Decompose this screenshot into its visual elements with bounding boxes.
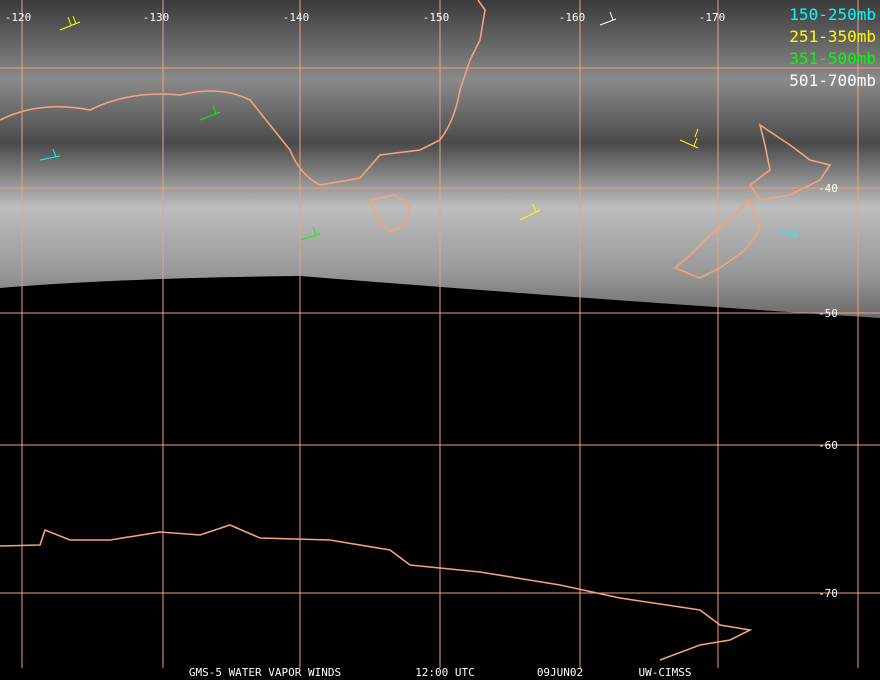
longitude-label: -170	[699, 11, 726, 24]
footer-text: 09JUN02	[537, 666, 583, 679]
longitude-label: -130	[143, 11, 170, 24]
wind-barb	[519, 203, 541, 221]
nz-south-coast	[673, 198, 761, 279]
nz-north-coast	[748, 123, 832, 201]
wind-barb	[59, 15, 81, 31]
longitude-label: -120	[5, 11, 32, 24]
legend-entry: 251-350mb	[789, 27, 876, 46]
wind-barb	[199, 105, 221, 121]
wind-barb	[299, 226, 321, 241]
legend-entry: 351-500mb	[789, 49, 876, 68]
longitude-label: -150	[423, 11, 450, 24]
longitude-label: -160	[559, 11, 586, 24]
latitude-label: -70	[818, 587, 838, 600]
footer-text: GMS-5 WATER VAPOR WINDS	[189, 666, 341, 679]
latitude-label: -60	[818, 439, 838, 452]
legend-entry: 150-250mb	[789, 5, 876, 24]
antarctica-coast	[0, 524, 753, 661]
legend-entry: 501-700mb	[789, 71, 876, 90]
wind-barbs	[39, 11, 799, 241]
coastlines	[0, 0, 832, 661]
tasmania-coast	[368, 194, 411, 233]
wind-barb	[679, 128, 699, 149]
footer-text: 12:00 UTC	[415, 666, 475, 679]
wind-barb	[779, 227, 799, 239]
latitude-label: -50	[818, 307, 838, 320]
footer-text: UW-CIMSS	[639, 666, 692, 679]
australia-coast	[0, 0, 486, 186]
latitude-label: -40	[818, 182, 838, 195]
wind-barb	[599, 11, 617, 26]
longitude-label: -140	[283, 11, 310, 24]
wind-barb	[39, 148, 61, 161]
